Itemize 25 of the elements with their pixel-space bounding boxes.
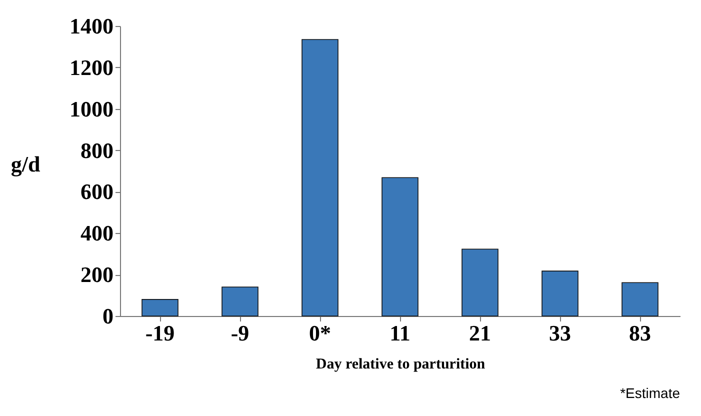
x-tick-label: 83 xyxy=(629,320,651,346)
y-tick-label: 1200 xyxy=(70,54,114,80)
bar xyxy=(302,39,338,316)
y-tick-label: 1400 xyxy=(70,14,114,38)
y-tick-label: 600 xyxy=(80,179,114,204)
y-axis-title: g/d xyxy=(10,152,40,176)
text: *Estimate xyxy=(620,385,680,401)
x-tick-label: 0* xyxy=(309,320,331,346)
y-tick-label: 400 xyxy=(80,220,114,246)
x-tick-label: -9 xyxy=(230,320,250,346)
x-tick-label: -19 xyxy=(145,320,175,346)
bar xyxy=(622,282,658,316)
x-axis-title: Day relative to parturition xyxy=(316,356,486,372)
y-tick-label: 200 xyxy=(80,262,114,288)
y-tick-label: 0 xyxy=(102,304,114,328)
bar xyxy=(142,299,178,316)
bar xyxy=(462,248,498,316)
bar xyxy=(222,286,258,316)
bar xyxy=(542,270,578,316)
x-tick-label: 21 xyxy=(469,320,491,346)
y-tick-label: 1000 xyxy=(70,96,114,122)
x-tick-label: 33 xyxy=(549,320,571,346)
bar xyxy=(382,177,418,316)
x-tick-label: 11 xyxy=(390,320,410,346)
y-tick-label: 800 xyxy=(80,138,114,163)
